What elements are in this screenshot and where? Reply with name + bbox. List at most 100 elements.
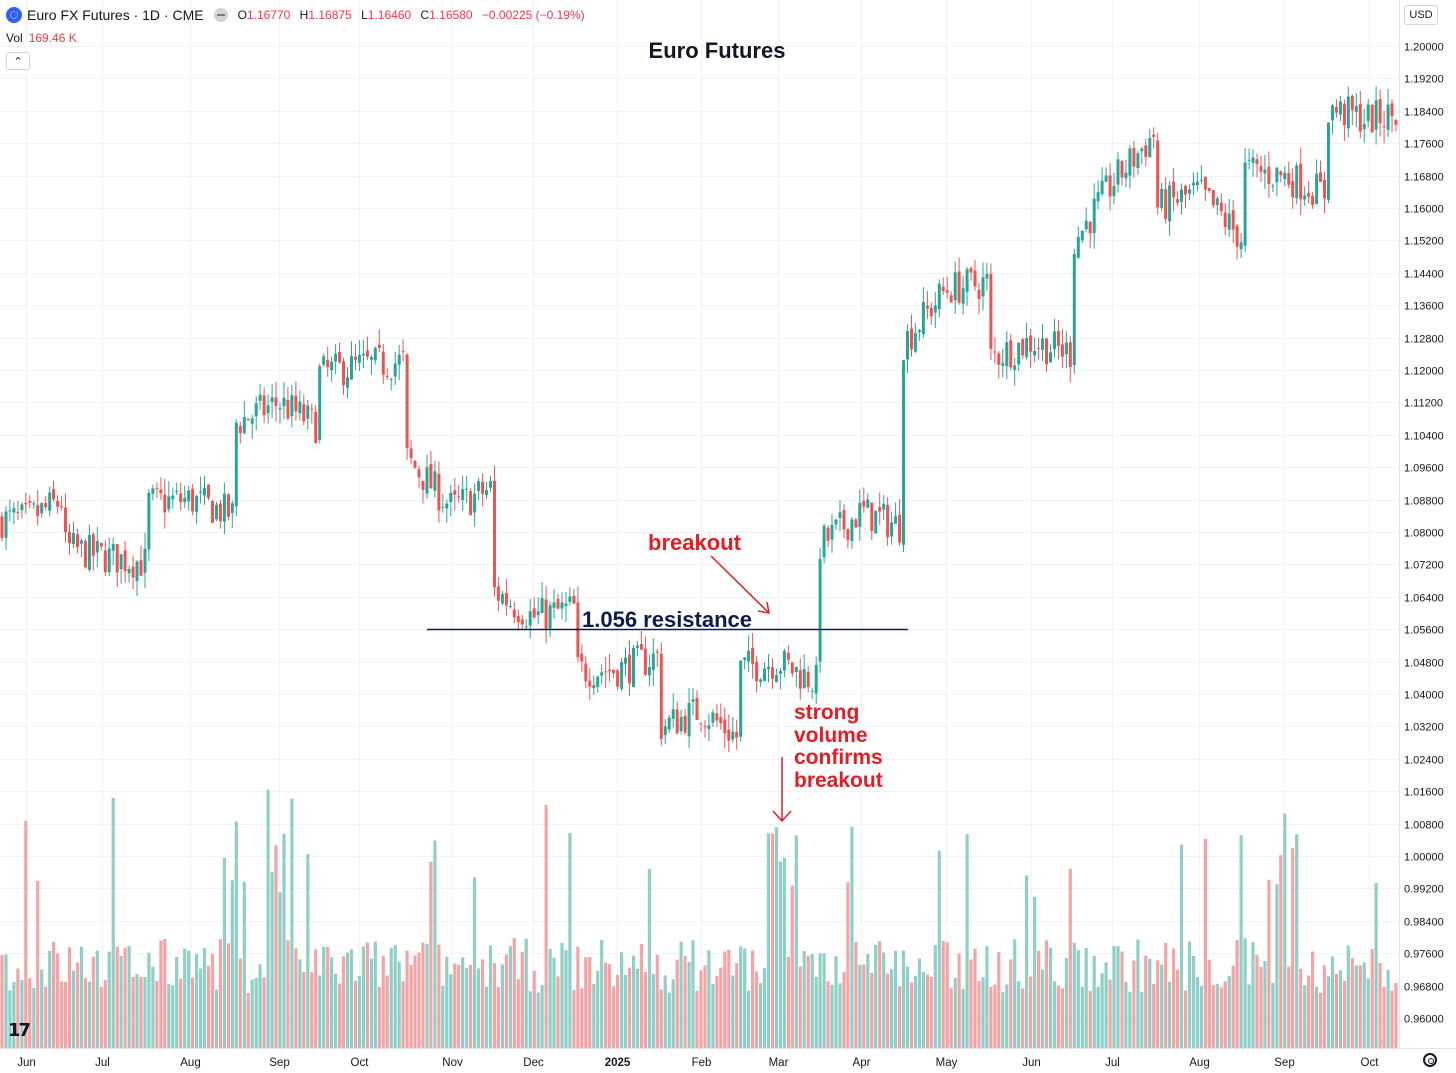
candle-body xyxy=(1124,172,1128,179)
volume-bar xyxy=(560,942,564,1048)
y-tick-label: 1.18400 xyxy=(1404,107,1444,119)
volume-bar xyxy=(1358,965,1362,1048)
volume-bar xyxy=(445,956,449,1048)
volume-bar xyxy=(747,990,751,1048)
candle-body xyxy=(1263,169,1267,174)
candle-body xyxy=(258,394,262,401)
candle-body xyxy=(671,709,675,719)
candle-body xyxy=(107,548,111,573)
y-tick-label: 1.01600 xyxy=(1404,787,1444,799)
candle-body xyxy=(580,653,584,662)
volume-bar xyxy=(1275,884,1279,1048)
volume-bar xyxy=(71,970,76,1048)
candle-body xyxy=(981,277,985,297)
volume-bar xyxy=(580,988,584,1048)
volume-bar xyxy=(504,954,508,1048)
candle-body xyxy=(56,501,60,507)
volume-bar xyxy=(890,969,894,1048)
tradingview-logo-icon[interactable]: 17 xyxy=(8,1020,31,1041)
volume-bar xyxy=(1064,957,1068,1048)
currency-button[interactable]: USD xyxy=(1404,5,1438,25)
candle-body xyxy=(318,366,322,440)
volume-bar xyxy=(270,872,274,1048)
volume-bar xyxy=(250,979,254,1048)
candle-body xyxy=(1188,189,1191,194)
volume-bar xyxy=(79,946,83,1048)
candle-body xyxy=(314,411,318,444)
volume-bar xyxy=(1096,986,1100,1048)
candle-body xyxy=(620,662,624,689)
volume-readout: Vol 169.46 K xyxy=(6,31,77,45)
candle-body xyxy=(1227,213,1231,230)
candle-body xyxy=(238,426,242,434)
volume-bar xyxy=(933,945,937,1048)
candle-body xyxy=(1192,182,1195,186)
volume-bar xyxy=(60,981,64,1048)
candle-body xyxy=(524,626,528,628)
volume-bar xyxy=(977,981,981,1048)
volume-bar xyxy=(32,987,36,1048)
candle-body xyxy=(32,503,36,505)
candle-body xyxy=(461,489,465,501)
gear-icon[interactable] xyxy=(1423,1053,1437,1067)
candle-body xyxy=(699,723,703,725)
volume-bar xyxy=(87,981,91,1048)
volume-bar xyxy=(28,978,32,1048)
volume-bar xyxy=(1132,960,1136,1048)
volume-bar xyxy=(508,946,512,1048)
volume-bar xyxy=(99,987,103,1048)
candle-body xyxy=(139,560,143,576)
breakout-annotation: breakout xyxy=(648,530,741,555)
candle-body xyxy=(282,397,286,407)
volume-bar xyxy=(67,947,72,1048)
volume-bar xyxy=(290,798,294,1048)
low-key: L xyxy=(361,8,368,22)
volume-bar xyxy=(1108,979,1112,1048)
candle-body xyxy=(147,492,151,550)
candle-body xyxy=(1271,185,1275,187)
volume-bar xyxy=(222,857,226,1048)
volume-bar xyxy=(266,789,270,1048)
candle-body xyxy=(898,514,902,543)
volume-bar xyxy=(997,952,1001,1048)
symbol-title[interactable]: Euro FX Futures · 1D · CME xyxy=(27,7,204,23)
candle-body xyxy=(350,356,353,380)
volume-bar xyxy=(1279,855,1283,1048)
volume-bar xyxy=(357,975,361,1048)
x-tick-label: Jul xyxy=(95,1057,110,1069)
volume-bar xyxy=(822,953,826,1048)
volume-bar xyxy=(536,992,540,1048)
candle-body xyxy=(647,667,651,676)
volume-bar xyxy=(679,941,683,1048)
candle-body xyxy=(1072,254,1076,366)
market-status-icon[interactable] xyxy=(213,8,228,22)
volume-bar xyxy=(199,968,203,1048)
candle-body xyxy=(381,351,385,375)
volume-bar xyxy=(1176,969,1180,1048)
volume-bar xyxy=(298,959,302,1048)
candle-body xyxy=(377,344,381,348)
volume-bar xyxy=(16,968,20,1048)
candle-body xyxy=(1291,181,1295,198)
candle-body xyxy=(0,516,4,538)
volume-bar xyxy=(1334,973,1338,1048)
candle-body xyxy=(369,356,373,360)
y-tick-label: 1.10400 xyxy=(1404,431,1444,443)
collapse-legend-button[interactable]: ⌃ xyxy=(6,52,30,70)
candle-body xyxy=(135,561,139,582)
candle-body xyxy=(842,510,846,530)
volume-bar xyxy=(484,987,489,1048)
candle-body xyxy=(151,488,155,494)
volume-bar xyxy=(1164,943,1168,1048)
candle-body xyxy=(1080,230,1084,241)
volume-bar xyxy=(381,955,385,1048)
volume-bar xyxy=(937,850,941,1048)
candle-body xyxy=(226,494,230,517)
volume-bar xyxy=(866,954,870,1048)
volume-bar xyxy=(1072,942,1076,1048)
candle-body xyxy=(357,354,361,363)
volume-bar xyxy=(544,804,548,1048)
volume-bar xyxy=(1112,946,1116,1048)
volume-bar xyxy=(274,845,278,1048)
